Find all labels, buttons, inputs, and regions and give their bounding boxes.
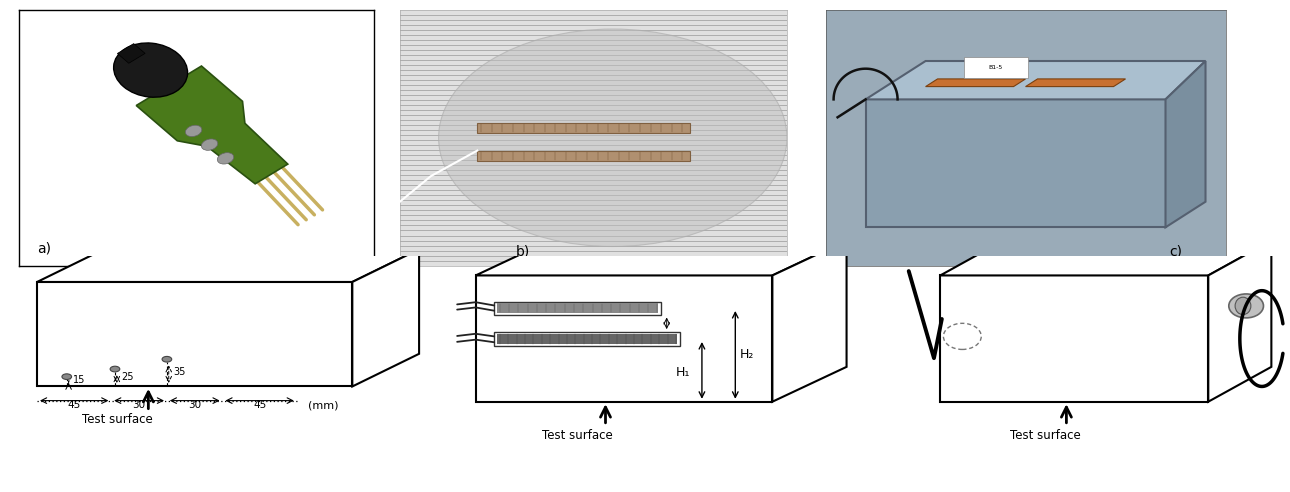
Polygon shape bbox=[926, 79, 1026, 87]
Text: 45: 45 bbox=[253, 400, 266, 410]
Polygon shape bbox=[476, 276, 773, 401]
Text: Test surface: Test surface bbox=[1010, 429, 1081, 442]
Circle shape bbox=[1229, 294, 1263, 318]
Polygon shape bbox=[37, 249, 419, 282]
Polygon shape bbox=[1209, 241, 1272, 401]
Polygon shape bbox=[940, 276, 1209, 401]
Polygon shape bbox=[773, 241, 846, 401]
Polygon shape bbox=[866, 61, 1206, 99]
Polygon shape bbox=[37, 282, 352, 386]
FancyBboxPatch shape bbox=[494, 332, 680, 346]
Text: Test surface: Test surface bbox=[81, 413, 152, 427]
Polygon shape bbox=[137, 66, 288, 184]
Polygon shape bbox=[1166, 61, 1206, 227]
Polygon shape bbox=[476, 241, 846, 276]
Text: a): a) bbox=[37, 242, 52, 255]
Text: 15: 15 bbox=[74, 375, 86, 385]
Polygon shape bbox=[940, 241, 1272, 276]
Text: 25: 25 bbox=[121, 371, 134, 382]
Ellipse shape bbox=[201, 139, 218, 151]
Ellipse shape bbox=[114, 43, 187, 97]
Text: B1-5: B1-5 bbox=[988, 65, 1002, 70]
Circle shape bbox=[163, 356, 172, 362]
Ellipse shape bbox=[439, 29, 787, 246]
Polygon shape bbox=[866, 99, 1166, 227]
FancyBboxPatch shape bbox=[497, 303, 658, 313]
FancyBboxPatch shape bbox=[497, 334, 677, 344]
FancyBboxPatch shape bbox=[964, 57, 1028, 78]
Text: Test surface: Test surface bbox=[543, 429, 613, 442]
Text: 35: 35 bbox=[174, 367, 186, 377]
Circle shape bbox=[110, 366, 120, 372]
FancyBboxPatch shape bbox=[494, 302, 660, 314]
FancyBboxPatch shape bbox=[477, 123, 690, 133]
Text: H₁: H₁ bbox=[676, 366, 690, 379]
Polygon shape bbox=[117, 44, 144, 63]
Text: 30: 30 bbox=[188, 400, 201, 410]
Ellipse shape bbox=[217, 153, 233, 164]
Text: 45: 45 bbox=[67, 400, 81, 410]
FancyBboxPatch shape bbox=[477, 151, 690, 161]
Ellipse shape bbox=[186, 125, 201, 137]
Text: 30: 30 bbox=[133, 400, 146, 410]
Polygon shape bbox=[1026, 79, 1125, 87]
Circle shape bbox=[62, 374, 71, 379]
Text: (mm): (mm) bbox=[308, 400, 338, 410]
Text: c): c) bbox=[1170, 244, 1183, 258]
Text: b): b) bbox=[516, 244, 530, 258]
Ellipse shape bbox=[1235, 297, 1251, 314]
Polygon shape bbox=[352, 249, 419, 386]
Text: H₂: H₂ bbox=[739, 348, 755, 361]
